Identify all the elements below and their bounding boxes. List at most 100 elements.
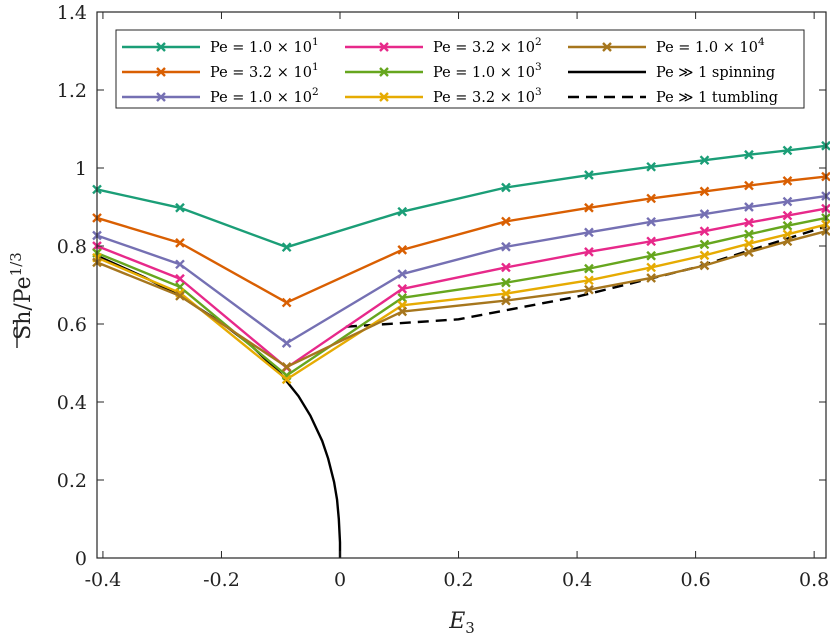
data-point: [584, 202, 594, 213]
legend-label: Pe = 1.0 × 104: [656, 36, 765, 56]
data-point: [281, 338, 292, 348]
y-tick-label: 1.4: [57, 2, 87, 24]
data-point: [175, 291, 185, 301]
legend-label: Pe ≫ 1 spinning: [656, 65, 775, 81]
legend-label: Pe = 3.2 × 101: [210, 61, 319, 81]
tumbling-asymptote-line: [345, 225, 827, 328]
series-4: [92, 203, 830, 373]
y-tick-label: 1: [75, 158, 87, 180]
series-7: [92, 226, 830, 372]
legend-label-text: Pe = 3.2 × 10: [210, 65, 312, 81]
x-tick-label: -0.4: [85, 569, 122, 591]
legend-label-exponent: 2: [535, 36, 542, 48]
data-point: [584, 227, 594, 238]
data-point: [699, 260, 710, 271]
data-point: [646, 236, 657, 247]
data-point: [501, 262, 511, 273]
y-axis-label-exp: 1/3: [7, 252, 25, 276]
data-point: [782, 236, 793, 247]
x-tick-label: -0.2: [203, 569, 240, 591]
legend-marker: [156, 42, 166, 52]
plot-area: [92, 140, 830, 558]
data-point: [584, 275, 594, 286]
data-point: [501, 182, 511, 193]
legend-label-text: Pe ≫ 1 spinning: [656, 65, 775, 81]
data-point: [397, 284, 408, 294]
legend-item: Pe ≫ 1 tumbling: [568, 90, 778, 106]
legend-label-text: Pe = 3.2 × 10: [433, 90, 535, 106]
legend-label-text: Pe = 1.0 × 10: [656, 40, 758, 56]
data-point: [699, 226, 710, 237]
data-point: [782, 176, 793, 186]
data-point: [501, 241, 511, 252]
legend-label: Pe = 1.0 × 102: [210, 86, 319, 106]
data-point: [782, 145, 793, 156]
axes: -0.4 -0.2 0 0.2 0.4 0.6 0.8 0 0.2 0.4 0.6 0.8 1 1.2 1.…: [57, 2, 829, 591]
data-point: [281, 242, 292, 253]
spinning-asymptote-line: [96, 254, 342, 558]
legend-item: Pe = 3.2 × 101: [122, 61, 319, 81]
legend-marker: [602, 42, 612, 52]
data-point: [646, 262, 657, 273]
y-tick-label: 0.8: [57, 236, 87, 258]
data-point: [744, 217, 754, 228]
legend-label: Pe = 1.0 × 101: [210, 36, 319, 56]
data-point: [744, 149, 754, 160]
series-6: [92, 219, 830, 385]
y-axis-label: Sh/Pe1/3: [7, 252, 36, 340]
legend-item: Pe = 1.0 × 101: [122, 36, 319, 56]
data-point: [744, 229, 754, 240]
x-axis-label: E3: [448, 609, 475, 636]
legend-label-text: Pe = 1.0 × 10: [433, 65, 535, 81]
data-point: [281, 362, 292, 372]
legend-item: Pe = 3.2 × 103: [345, 86, 542, 106]
series-line: [96, 144, 827, 249]
legend-item: Pe = 1.0 × 103: [345, 61, 542, 81]
data-point: [281, 297, 292, 308]
data-point: [699, 250, 710, 261]
data-point: [646, 250, 657, 261]
data-point: [281, 374, 292, 385]
data-point: [175, 259, 185, 270]
legend-label-exponent: 3: [535, 86, 542, 98]
legend-label-text: Pe = 1.0 × 10: [210, 40, 312, 56]
data-point: [397, 293, 408, 303]
series-1: [92, 140, 830, 253]
data-point: [699, 186, 710, 197]
axes-frame: [96, 11, 827, 559]
legend-label-text: Pe ≫ 1 tumbling: [656, 90, 778, 106]
y-tick-label: 0: [75, 548, 87, 570]
x-tick-label: 0: [334, 569, 346, 591]
data-point: [175, 273, 185, 284]
data-point: [744, 180, 754, 191]
data-point: [397, 306, 408, 317]
legend-marker: [379, 42, 389, 52]
data-point: [646, 193, 657, 204]
legend-box: [115, 29, 805, 109]
legend-marker: [156, 67, 166, 77]
data-point: [397, 269, 408, 279]
data-point: [584, 247, 594, 257]
legend-label-exponent: 1: [312, 61, 319, 73]
data-point: [584, 284, 594, 295]
legend-label-text: Pe = 3.2 × 10: [433, 40, 535, 56]
y-tick-label: 0.4: [57, 392, 87, 414]
data-point: [744, 238, 754, 249]
data-point: [782, 220, 793, 231]
data-point: [782, 196, 793, 207]
data-point: [584, 263, 594, 274]
legend-item: Pe = 1.0 × 104: [568, 36, 765, 56]
data-point: [744, 202, 754, 212]
data-point: [175, 238, 185, 248]
series-2: [92, 171, 830, 308]
legend-label: Pe = 3.2 × 102: [433, 36, 542, 56]
legend-label: Pe = 1.0 × 103: [433, 61, 542, 81]
data-point: [501, 295, 511, 306]
x-axis-label-main: E: [448, 609, 465, 634]
x-tick-label: 0.2: [443, 569, 473, 591]
data-point: [744, 247, 754, 258]
y-tick-label: 1.2: [57, 80, 87, 102]
data-point: [397, 206, 408, 217]
series-5: [92, 213, 830, 381]
